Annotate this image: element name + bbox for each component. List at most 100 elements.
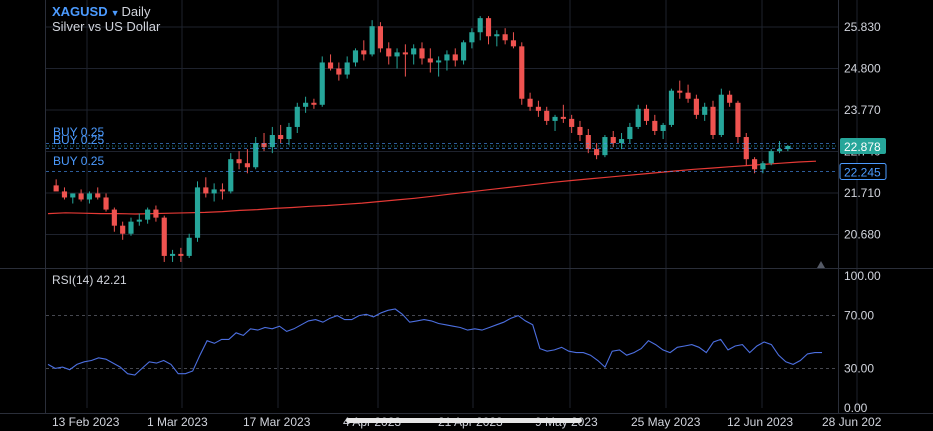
candle-body — [70, 193, 76, 198]
price-tag-bg — [840, 137, 886, 154]
symbol-row[interactable]: XAGUSD ▼ Daily — [52, 4, 150, 19]
candles — [53, 16, 791, 262]
candle — [219, 183, 226, 200]
price-tick-label: 23.770 — [844, 103, 881, 117]
candle — [535, 100, 541, 117]
candle — [120, 221, 126, 240]
candle — [303, 96, 309, 113]
grid — [46, 0, 858, 408]
candle-body — [278, 135, 284, 140]
candle-body — [336, 68, 342, 75]
candle — [278, 124, 284, 144]
candle-body — [261, 143, 267, 148]
candle-body — [693, 98, 699, 115]
candle-body — [120, 225, 126, 234]
candle — [344, 56, 350, 79]
candle-body — [169, 253, 176, 256]
candle — [485, 16, 492, 45]
candle — [111, 207, 117, 232]
rsi-label: RSI(14) 42.21 — [52, 273, 127, 287]
price-tag-bg — [839, 162, 887, 180]
candle-body — [710, 106, 716, 136]
candle-body — [469, 32, 475, 43]
price-tag: 22.878 — [840, 137, 886, 154]
candle — [186, 233, 192, 258]
candle-body — [203, 187, 209, 194]
candle — [610, 130, 616, 148]
candle — [394, 48, 400, 69]
candle — [269, 126, 275, 154]
candle-body — [128, 221, 134, 234]
candle — [618, 132, 625, 150]
rsi-tick-label: 0.00 — [844, 401, 868, 415]
candle-body — [494, 34, 500, 37]
candle — [419, 42, 425, 65]
candle-body — [485, 18, 492, 37]
candle-body — [386, 48, 392, 57]
symbol-description: Silver vs US Dollar — [52, 19, 161, 34]
candle — [460, 40, 467, 65]
candle — [585, 128, 591, 154]
candle — [178, 247, 184, 262]
candle-body — [594, 149, 600, 156]
candle-body — [319, 62, 325, 105]
caret-down-icon[interactable]: ▼ — [110, 8, 120, 18]
candle — [702, 102, 708, 121]
price-tick-label: 20.680 — [844, 228, 881, 242]
candle — [203, 177, 209, 198]
candle-body — [635, 108, 641, 127]
ma-line — [47, 160, 817, 215]
candle — [61, 187, 68, 200]
candle-body — [776, 149, 783, 152]
symbol-name[interactable]: XAGUSD — [52, 4, 108, 19]
candle — [552, 114, 558, 131]
candle — [776, 141, 783, 154]
candle-body — [219, 189, 226, 192]
candle — [469, 28, 475, 49]
candle — [569, 114, 575, 133]
candle-body — [627, 126, 633, 140]
candle-body — [544, 110, 550, 121]
candle — [327, 54, 334, 71]
candle-body — [178, 253, 184, 256]
candle — [668, 88, 675, 127]
candle — [735, 100, 741, 144]
candle — [444, 50, 450, 71]
candle — [510, 32, 517, 49]
candle-body — [527, 98, 533, 107]
candle — [402, 44, 408, 77]
home-indicator — [346, 418, 582, 423]
candle-body — [685, 92, 691, 99]
candle — [693, 94, 699, 119]
candle — [386, 42, 392, 65]
candle-body — [53, 185, 59, 192]
candle-body — [78, 193, 84, 200]
candle-body — [411, 48, 417, 55]
candle-body — [344, 62, 350, 75]
time-tick-label: 25 May 2023 — [631, 415, 701, 429]
candle-body — [577, 126, 583, 136]
candle-body — [103, 197, 109, 210]
candle-body — [145, 209, 151, 220]
candle — [78, 189, 84, 202]
rsi-line — [47, 308, 822, 376]
candle-body — [186, 237, 192, 256]
candle — [153, 205, 159, 222]
candle-body — [111, 209, 117, 226]
candle — [502, 28, 508, 45]
candle-body — [510, 40, 517, 47]
price-tick-label: 21.710 — [844, 186, 881, 200]
candle-body — [677, 90, 683, 93]
candle — [652, 114, 658, 136]
scroll-marker-icon — [817, 261, 825, 268]
candle-body — [668, 90, 675, 125]
price-tick-label: 24.800 — [844, 62, 881, 76]
candle — [228, 153, 234, 194]
candle-body — [660, 124, 666, 131]
candle-body — [194, 187, 201, 238]
candle — [211, 183, 217, 202]
candle-body — [768, 151, 774, 164]
candle — [336, 62, 342, 81]
